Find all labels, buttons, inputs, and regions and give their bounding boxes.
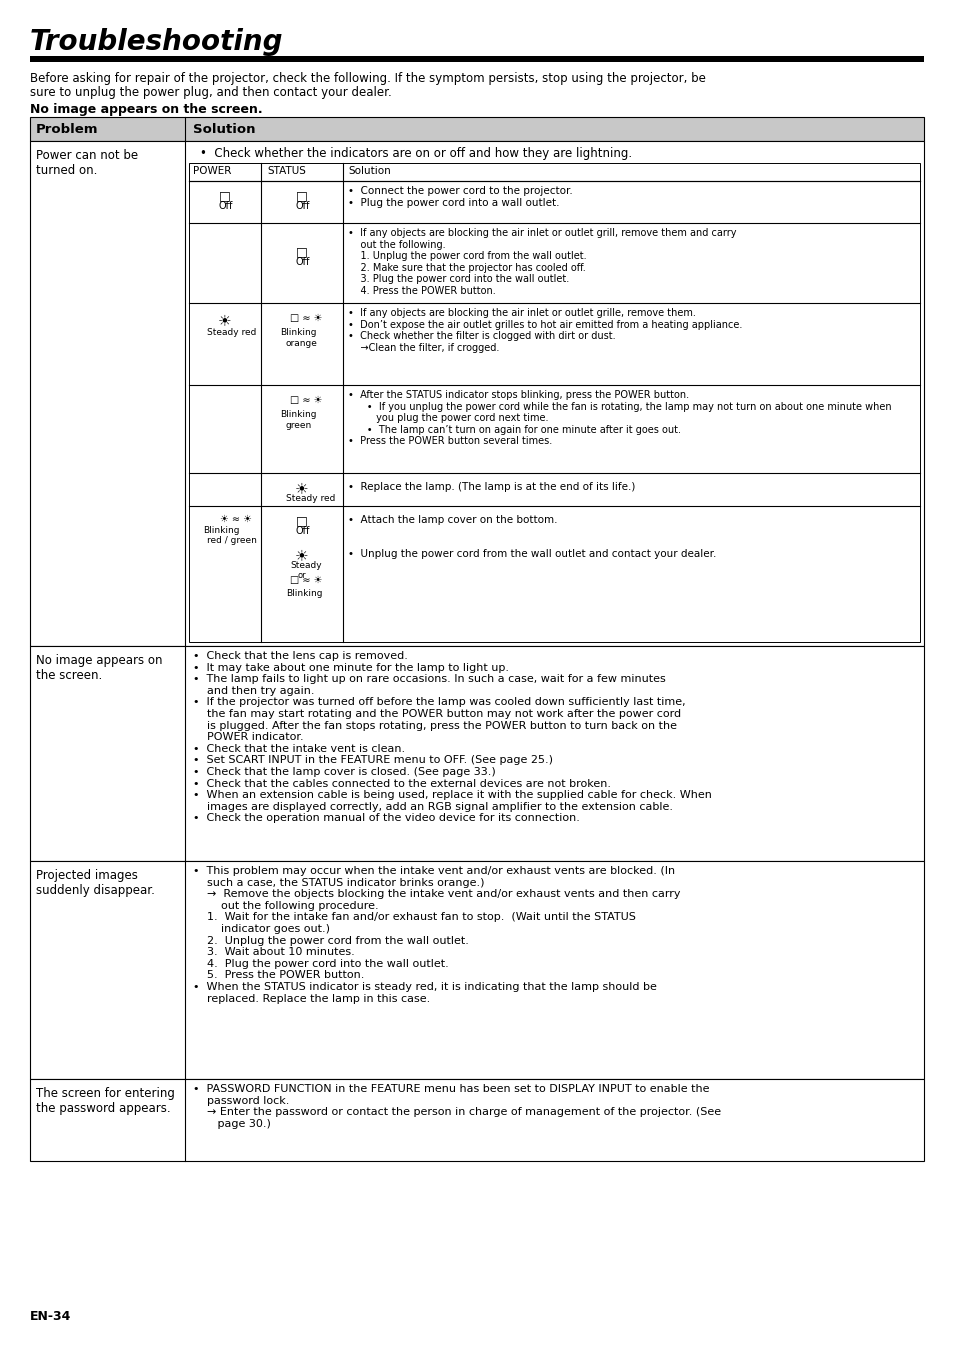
Text: □: □: [295, 513, 308, 527]
Text: Troubleshooting: Troubleshooting: [30, 28, 283, 55]
Text: Projected images
suddenly disappear.: Projected images suddenly disappear.: [36, 869, 154, 897]
Text: •  After the STATUS indicator stops blinking, press the POWER button.
      •  I: • After the STATUS indicator stops blink…: [348, 390, 891, 446]
Text: □: □: [295, 189, 308, 203]
Bar: [30, 1079, 923, 1161]
Text: ☀ ≈ ☀: ☀ ≈ ☀: [220, 513, 252, 524]
Text: The screen for entering
the password appears.: The screen for entering the password app…: [36, 1088, 174, 1115]
Text: EN-34: EN-34: [30, 1310, 71, 1323]
Text: Blinking: Blinking: [286, 589, 322, 598]
Bar: [30, 141, 923, 646]
Text: Off: Off: [295, 526, 310, 536]
Text: Steady red: Steady red: [207, 328, 256, 336]
Text: or: or: [297, 571, 306, 580]
Text: Off: Off: [295, 257, 310, 267]
Text: ☀: ☀: [294, 481, 309, 496]
Text: ☀: ☀: [218, 313, 232, 328]
Text: Off: Off: [295, 201, 310, 211]
Text: □: □: [219, 189, 231, 203]
Text: Power can not be
turned on.: Power can not be turned on.: [36, 149, 138, 177]
Text: •  Connect the power cord to the projector.
•  Plug the power cord into a wall o: • Connect the power cord to the projecto…: [348, 186, 572, 208]
Text: No image appears on the screen.: No image appears on the screen.: [30, 103, 262, 116]
Bar: [30, 646, 923, 861]
Text: sure to unplug the power plug, and then contact your dealer.: sure to unplug the power plug, and then …: [30, 86, 392, 99]
Text: •  PASSWORD FUNCTION in the FEATURE menu has been set to DISPLAY INPUT to enable: • PASSWORD FUNCTION in the FEATURE menu …: [193, 1084, 720, 1129]
Text: Steady red: Steady red: [286, 494, 335, 503]
Text: Blinking: Blinking: [280, 328, 316, 336]
Text: orange: orange: [286, 339, 317, 349]
Text: •  Attach the lamp cover on the bottom.: • Attach the lamp cover on the bottom.: [348, 515, 557, 526]
Text: Before asking for repair of the projector, check the following. If the symptom p: Before asking for repair of the projecto…: [30, 72, 705, 85]
Text: □: □: [295, 245, 308, 258]
Text: □ ≈ ☀: □ ≈ ☀: [290, 394, 322, 405]
Text: Blinking: Blinking: [280, 409, 316, 419]
Text: □ ≈ ☀: □ ≈ ☀: [290, 576, 322, 585]
Bar: [30, 118, 923, 141]
Text: STATUS: STATUS: [267, 166, 306, 176]
Text: ☀: ☀: [294, 549, 309, 563]
Bar: [30, 861, 923, 1079]
Text: POWER: POWER: [193, 166, 232, 176]
Text: Problem: Problem: [36, 123, 98, 136]
Text: Blinking: Blinking: [203, 526, 239, 535]
Text: Off: Off: [219, 201, 233, 211]
Text: •  Replace the lamp. (The lamp is at the end of its life.): • Replace the lamp. (The lamp is at the …: [348, 482, 635, 492]
Bar: [30, 55, 923, 62]
Bar: [189, 163, 919, 642]
Text: □ ≈ ☀: □ ≈ ☀: [290, 313, 322, 323]
Text: •  This problem may occur when the intake vent and/or exhaust vents are blocked.: • This problem may occur when the intake…: [193, 866, 679, 1004]
Text: Solution: Solution: [348, 166, 391, 176]
Text: •  If any objects are blocking the air inlet or outlet grille, remove them.
•  D: • If any objects are blocking the air in…: [348, 308, 741, 353]
Text: Steady: Steady: [290, 561, 321, 570]
Text: No image appears on
the screen.: No image appears on the screen.: [36, 654, 162, 682]
Text: Solution: Solution: [193, 123, 255, 136]
Text: •  Check that the lens cap is removed.
•  It may take about one minute for the l: • Check that the lens cap is removed. • …: [193, 651, 711, 823]
Text: •  If any objects are blocking the air inlet or outlet grill, remove them and ca: • If any objects are blocking the air in…: [348, 228, 736, 296]
Text: •  Check whether the indicators are on or off and how they are lightning.: • Check whether the indicators are on or…: [200, 147, 632, 159]
Text: red / green: red / green: [207, 536, 256, 544]
Text: •  Unplug the power cord from the wall outlet and contact your dealer.: • Unplug the power cord from the wall ou…: [348, 549, 716, 559]
Text: green: green: [286, 422, 312, 430]
